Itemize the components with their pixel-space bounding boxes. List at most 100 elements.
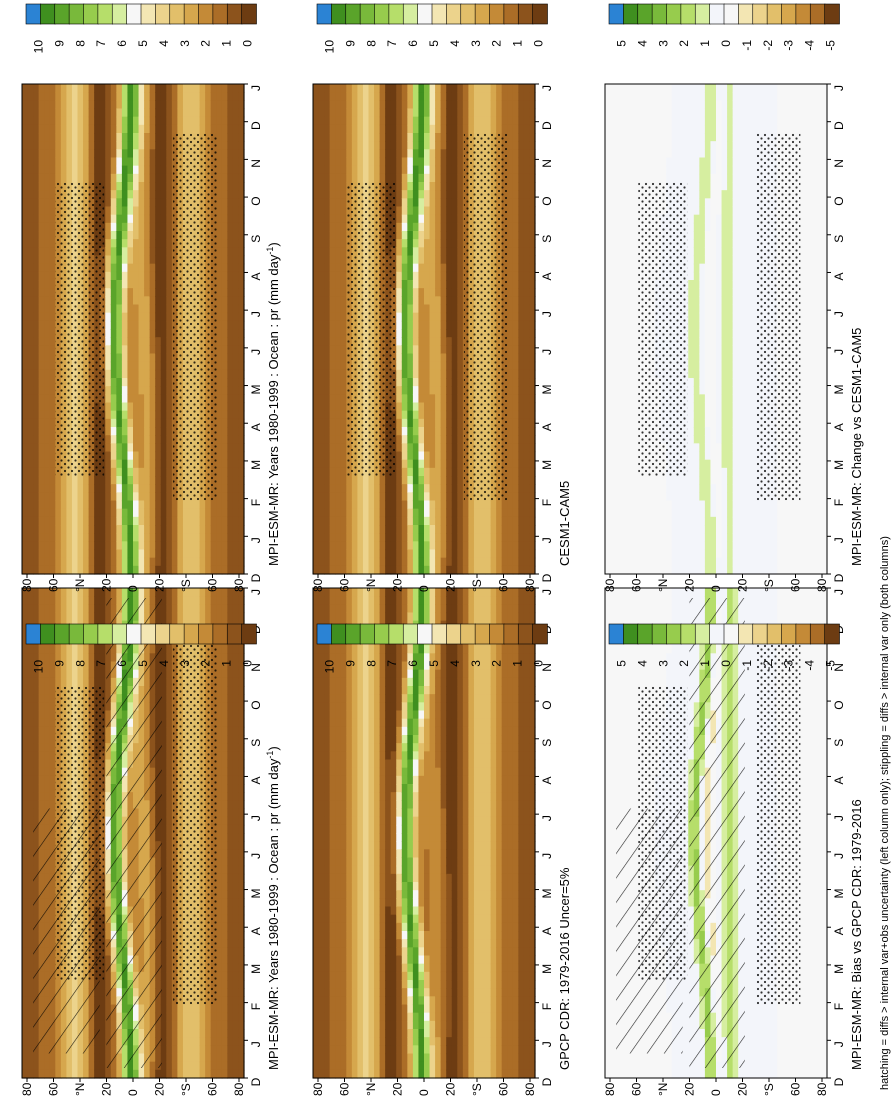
heatmap-cell <box>33 320 40 330</box>
heatmap-cell <box>49 239 56 248</box>
heatmap-cell <box>160 939 167 948</box>
heatmap-cell <box>38 296 45 306</box>
heatmap-cell <box>318 1020 325 1030</box>
heatmap-cell <box>27 882 34 891</box>
heatmap-cell <box>116 516 123 526</box>
heatmap-cell <box>44 710 51 720</box>
heatmap-cell <box>99 677 106 687</box>
heatmap-cell <box>27 378 34 387</box>
heatmap-cell <box>166 931 173 940</box>
heatmap-cell <box>216 255 223 265</box>
heatmap-cell <box>155 231 162 240</box>
heatmap-cell <box>60 1069 67 1079</box>
heatmap-cell <box>313 882 320 891</box>
heatmap-cell <box>49 320 56 330</box>
heatmap-cell <box>210 596 217 605</box>
heatmap-cell <box>324 604 331 614</box>
heatmap-cell <box>221 157 228 167</box>
heatmap-cell <box>166 751 173 761</box>
heatmap-cell <box>166 784 173 793</box>
heatmap-cell <box>77 84 84 93</box>
heatmap-cell <box>166 565 173 575</box>
heatmap-cell <box>160 116 167 126</box>
heatmap-cell <box>232 541 240 551</box>
heatmap-cell <box>149 231 156 240</box>
heatmap-cell <box>232 677 240 687</box>
heatmap-cell <box>55 116 62 126</box>
heatmap-cell <box>227 386 234 395</box>
heatmap-cell <box>221 263 228 273</box>
heatmap-cell <box>49 133 56 142</box>
heatmap-cell <box>22 271 29 281</box>
heatmap-cell <box>318 963 325 973</box>
heatmap-cell <box>49 669 56 679</box>
heatmap-cell <box>177 604 184 614</box>
heatmap-cell <box>133 361 140 371</box>
heatmap-cell <box>121 231 129 240</box>
heatmap-cell <box>110 508 117 518</box>
heatmap-cell <box>227 533 234 542</box>
heatmap-cell <box>160 661 167 671</box>
heatmap-cell <box>313 620 320 630</box>
heatmap-cell <box>49 710 56 720</box>
heatmap-cell <box>105 402 112 412</box>
heatmap-cell <box>38 525 45 534</box>
heatmap-cell <box>182 596 190 605</box>
heatmap-cell <box>22 84 29 93</box>
heatmap-cell <box>232 1069 240 1079</box>
heatmap-cell <box>55 92 62 101</box>
heatmap-cell <box>160 955 167 965</box>
heatmap-cell <box>227 320 234 330</box>
heatmap-cell <box>238 484 245 493</box>
heatmap-cell <box>66 476 73 485</box>
heatmap-cell <box>155 271 162 281</box>
heatmap-cell <box>77 677 84 687</box>
heatmap-cell <box>216 435 223 444</box>
heatmap-cell <box>94 604 101 614</box>
heatmap-cell <box>138 378 145 387</box>
heatmap-cell <box>27 1029 34 1038</box>
heatmap-cell <box>166 484 173 493</box>
heatmap-cell <box>216 824 223 834</box>
heatmap-cell <box>49 353 56 363</box>
heatmap-cell <box>83 116 90 126</box>
heatmap-cell <box>38 369 45 379</box>
heatmap-cell <box>166 345 173 355</box>
heatmap-cell <box>238 427 245 436</box>
heatmap-cell <box>44 492 51 502</box>
heatmap-cell <box>27 947 34 957</box>
heatmap-cell <box>66 484 73 493</box>
heatmap-cell <box>77 604 84 614</box>
heatmap-cell <box>116 247 123 257</box>
heatmap-cell <box>221 312 228 322</box>
heatmap-cell <box>232 841 240 850</box>
heatmap-cell <box>138 361 145 371</box>
heatmap-cell <box>133 565 140 575</box>
lat-tick-label: 20 <box>100 578 114 592</box>
heatmap-cell <box>49 263 56 273</box>
heatmap-cell <box>144 565 151 575</box>
heatmap-cell <box>210 1069 217 1079</box>
heatmap-cell <box>221 508 228 518</box>
heatmap-cell <box>232 492 240 502</box>
heatmap-cell <box>121 541 129 551</box>
heatmap-cell <box>221 255 228 265</box>
heatmap-cell <box>22 402 29 412</box>
heatmap-cell <box>138 133 145 142</box>
heatmap-cell <box>121 214 129 224</box>
heatmap-cell <box>216 231 223 240</box>
heatmap-cell <box>227 378 234 387</box>
heatmap-cell <box>216 124 223 134</box>
heatmap-cell <box>127 214 134 224</box>
heatmap-cell <box>227 329 234 338</box>
heatmap-cell <box>49 296 56 306</box>
heatmap-cell <box>49 361 56 371</box>
heatmap-cell <box>27 141 34 150</box>
heatmap-cell <box>221 443 228 453</box>
heatmap-cell <box>88 661 95 671</box>
heatmap-cell <box>22 337 29 346</box>
heatmap-cell <box>177 508 184 518</box>
heatmap-cell <box>22 304 29 314</box>
